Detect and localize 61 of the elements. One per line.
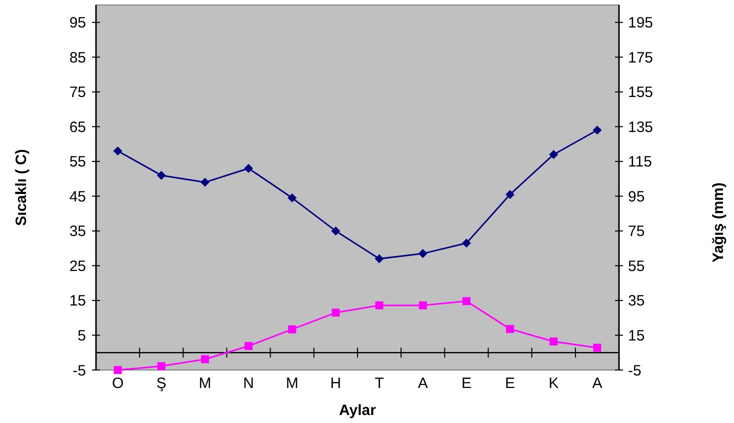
y2-tick-label: 35: [628, 292, 645, 310]
point: [244, 342, 253, 350]
point: [157, 362, 166, 370]
x-tick-label: A: [592, 375, 602, 392]
y-tick-label: 65: [69, 118, 86, 136]
point: [331, 226, 340, 236]
x-tick-label: N: [243, 375, 254, 392]
y2-tick-label: 75: [628, 223, 645, 240]
x-tick-label: M: [198, 375, 212, 392]
point: [506, 324, 514, 333]
y-tick-label: 55: [69, 154, 86, 171]
x-tick-label: Ş: [156, 375, 166, 392]
y-tick-label: -5: [72, 362, 86, 380]
x-tick-label: H: [330, 375, 342, 392]
x-tick-label: T: [374, 375, 384, 392]
point: [375, 301, 384, 310]
point: [200, 355, 209, 364]
point: [550, 337, 558, 346]
point: [332, 308, 340, 317]
y2-tick-label: 115: [628, 154, 652, 171]
y-tick-label: 75: [69, 84, 86, 102]
point: [506, 190, 515, 199]
y-tick-label: 85: [69, 49, 86, 66]
point: [200, 178, 210, 187]
y2-tick-label: 175: [628, 49, 654, 66]
point: [244, 164, 254, 173]
y2-tick-label: 15: [628, 327, 645, 344]
x-tick-label: A: [418, 375, 428, 392]
point: [462, 297, 470, 306]
point: [156, 170, 166, 180]
y2-tick-label: 195: [628, 14, 654, 32]
x-tick-label: M: [286, 375, 298, 392]
y-tick-label: 25: [69, 258, 86, 275]
y-tick-label: 15: [69, 292, 86, 310]
x-tick-label: O: [112, 375, 124, 392]
point: [593, 344, 602, 352]
y-tick-label: 45: [69, 188, 86, 206]
point: [288, 193, 297, 202]
x-tick-label: E: [461, 375, 472, 392]
y-axis-title: Sıcaklı ( C): [13, 149, 30, 226]
y2-tick-label: 155: [628, 84, 654, 102]
point: [113, 146, 122, 156]
x-axis-title: Aylar: [339, 402, 376, 419]
point: [374, 254, 384, 264]
y2-tick-label: 95: [628, 188, 645, 206]
x-tick-label: K: [548, 375, 559, 392]
y-tick-label: 5: [78, 327, 86, 344]
y-tick-label: 95: [69, 14, 86, 32]
point: [549, 150, 558, 159]
point: [462, 238, 471, 248]
point: [418, 249, 428, 258]
point: [418, 301, 427, 310]
y2-tick-label: 135: [628, 118, 654, 136]
y2-axis-title: Yağış (mm): [710, 182, 727, 263]
point: [114, 366, 122, 374]
x-tick-label: E: [505, 375, 516, 392]
point: [288, 325, 296, 334]
point: [592, 126, 602, 135]
y-tick-label: 35: [69, 223, 86, 240]
y2-tick-label: 55: [628, 258, 645, 275]
y2-tick-label: -5: [628, 362, 642, 380]
